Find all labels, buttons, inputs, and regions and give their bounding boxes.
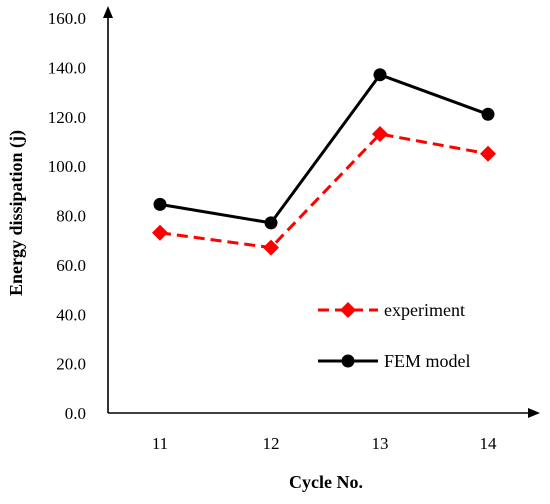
- series-line: [159, 132, 489, 250]
- data-point: [264, 216, 278, 230]
- legend-marker: [340, 302, 356, 318]
- data-point: [372, 126, 388, 143]
- y-tick-label: 60.0: [56, 256, 86, 275]
- legend-item: experiment: [318, 300, 465, 320]
- x-tick-label: 13: [372, 434, 389, 453]
- x-tick-label: 14: [480, 434, 498, 453]
- data-point: [153, 197, 167, 211]
- legend-label: FEM model: [384, 351, 471, 371]
- data-point: [373, 68, 387, 82]
- legend-item: FEM model: [318, 351, 471, 371]
- series-line: [159, 73, 489, 225]
- data-point: [263, 239, 279, 256]
- x-tick-label: 11: [152, 434, 168, 453]
- y-axis-arrow: [103, 6, 113, 18]
- series-lines: [152, 68, 496, 256]
- legend-marker: [341, 354, 355, 368]
- series-fem-model: [153, 68, 495, 230]
- y-tick-label: 80.0: [56, 207, 86, 226]
- data-point: [481, 107, 495, 121]
- legend: experiment FEM model: [318, 300, 471, 371]
- series-experiment: [152, 126, 496, 256]
- y-tick-label: 20.0: [56, 355, 86, 374]
- y-tick-label: 120.0: [48, 108, 86, 127]
- x-axis-title: Cycle No.: [289, 472, 363, 492]
- y-axis-ticks: 0.0 20.0 40.0 60.0 80.0 100.0 120.0 140.0 160.0: [48, 9, 86, 423]
- y-tick-label: 40.0: [56, 305, 86, 324]
- x-tick-label: 12: [263, 434, 280, 453]
- y-tick-label: 100.0: [48, 157, 86, 176]
- y-tick-label: 140.0: [48, 58, 86, 77]
- data-point: [152, 224, 168, 241]
- y-tick-label: 0.0: [65, 404, 86, 423]
- x-axis-ticks: 11 12 13 14: [152, 434, 497, 453]
- x-axis-arrow: [528, 408, 540, 418]
- data-point: [480, 145, 496, 162]
- y-tick-label: 160.0: [48, 9, 86, 28]
- legend-label: experiment: [384, 300, 465, 320]
- axes: [103, 6, 540, 418]
- y-axis-title: Energy dissipation (j): [6, 130, 27, 296]
